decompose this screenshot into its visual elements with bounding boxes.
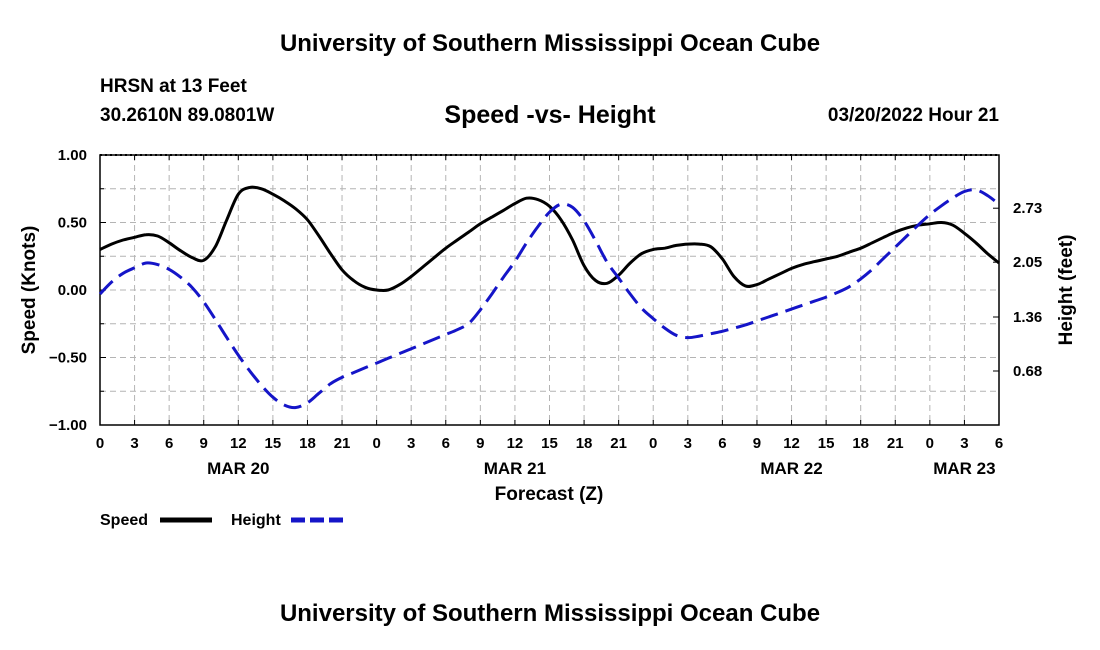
date-label: MAR 23 bbox=[933, 459, 995, 478]
date-label: MAR 20 bbox=[207, 459, 269, 478]
x-tick-label: 3 bbox=[960, 435, 968, 452]
x-tick-label: 6 bbox=[995, 435, 1003, 452]
x-tick-label: 6 bbox=[165, 435, 173, 452]
x-tick-label: 21 bbox=[887, 435, 904, 452]
y2-tick-label: 1.36 bbox=[1013, 309, 1042, 326]
height-series-line bbox=[98, 188, 1000, 410]
x-tick-label: 15 bbox=[265, 435, 282, 452]
chart-series bbox=[98, 185, 1000, 410]
date-label: MAR 21 bbox=[484, 459, 546, 478]
x-tick-label: 15 bbox=[818, 435, 835, 452]
y-tick-label: 0.50 bbox=[58, 215, 87, 232]
date-label: MAR 22 bbox=[760, 459, 822, 478]
y-tick-label: −0.50 bbox=[49, 350, 87, 367]
legend-label-height: Height bbox=[231, 512, 281, 529]
x-tick-label: 18 bbox=[299, 435, 316, 452]
y2-axis-title: Height (feet) bbox=[1056, 235, 1077, 346]
chart-grid bbox=[100, 155, 999, 425]
y-tick-label: 1.00 bbox=[58, 147, 87, 164]
x-tick-label: 3 bbox=[130, 435, 138, 452]
x-tick-label: 0 bbox=[372, 435, 380, 452]
x-tick-label: 6 bbox=[442, 435, 450, 452]
x-tick-label: 12 bbox=[507, 435, 524, 452]
page-title: University of Southern Mississippi Ocean… bbox=[279, 30, 821, 57]
x-tick-label: 9 bbox=[753, 435, 761, 452]
x-tick-label: 9 bbox=[200, 435, 208, 452]
x-tick-label: 15 bbox=[541, 435, 558, 452]
y2-tick-label: 0.68 bbox=[1013, 363, 1042, 380]
x-tick-label: 6 bbox=[718, 435, 726, 452]
x-tick-label: 0 bbox=[649, 435, 657, 452]
chart-title: Speed -vs- Height bbox=[444, 101, 656, 129]
x-tick-label: 9 bbox=[476, 435, 484, 452]
x-tick-label: 21 bbox=[610, 435, 627, 452]
station-name: HRSN at 13 Feet bbox=[100, 76, 247, 97]
x-tick-label: 21 bbox=[334, 435, 351, 452]
speed-series-line bbox=[99, 185, 1000, 293]
footer-title: University of Southern Mississippi Ocean… bbox=[279, 600, 821, 627]
chart-axes: 0 3 6 9 12 15 18 21 0 3 6 9 12 15 18 21 0 3 6 9 12 15 18 21 0 3 6 1… bbox=[49, 147, 1042, 478]
forecast-datetime: 03/20/2022 Hour 21 bbox=[827, 105, 999, 126]
legend: Speed Height bbox=[100, 512, 343, 529]
y2-tick-label: 2.05 bbox=[1013, 254, 1042, 271]
y-tick-label: −1.00 bbox=[49, 417, 87, 434]
x-tick-label: 0 bbox=[96, 435, 104, 452]
x-tick-label: 12 bbox=[783, 435, 800, 452]
x-tick-label: 3 bbox=[407, 435, 415, 452]
y-tick-label: 0.00 bbox=[58, 282, 87, 299]
x-tick-label: 18 bbox=[852, 435, 869, 452]
x-tick-label: 18 bbox=[576, 435, 593, 452]
y-axis-title: Speed (Knots) bbox=[19, 226, 40, 355]
legend-label-speed: Speed bbox=[100, 512, 148, 529]
x-tick-label: 12 bbox=[230, 435, 247, 452]
y2-tick-label: 2.73 bbox=[1013, 200, 1042, 217]
x-tick-label: 0 bbox=[926, 435, 934, 452]
x-axis-title: Forecast (Z) bbox=[495, 484, 604, 505]
station-coordinates: 30.2610N 89.0801W bbox=[100, 105, 275, 126]
x-tick-label: 3 bbox=[684, 435, 692, 452]
